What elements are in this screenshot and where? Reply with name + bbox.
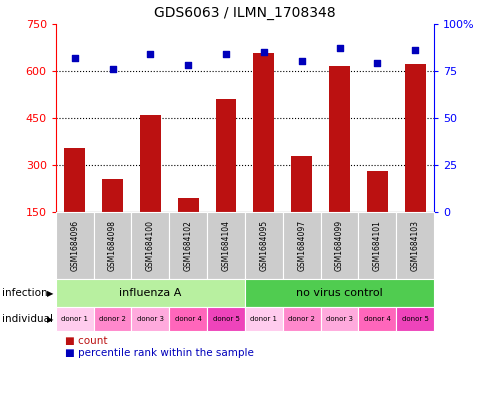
Text: donor 1: donor 1 xyxy=(61,316,88,322)
Bar xyxy=(64,148,85,212)
Title: GDS6063 / ILMN_1708348: GDS6063 / ILMN_1708348 xyxy=(154,6,335,20)
Text: donor 5: donor 5 xyxy=(212,316,239,322)
Text: GSM1684098: GSM1684098 xyxy=(108,220,117,271)
Point xyxy=(259,49,267,55)
Bar xyxy=(140,115,160,212)
Text: ▶: ▶ xyxy=(47,315,53,323)
Text: infection: infection xyxy=(2,288,48,298)
Text: ■ count: ■ count xyxy=(65,336,108,345)
Bar xyxy=(253,53,273,212)
Point xyxy=(297,58,305,64)
Bar xyxy=(291,156,311,212)
Bar xyxy=(366,171,387,212)
Bar xyxy=(102,179,122,212)
Text: donor 4: donor 4 xyxy=(363,316,390,322)
Text: donor 1: donor 1 xyxy=(250,316,277,322)
Text: GSM1684102: GSM1684102 xyxy=(183,220,192,271)
Text: donor 4: donor 4 xyxy=(174,316,201,322)
Text: GSM1684103: GSM1684103 xyxy=(410,220,419,271)
Text: GSM1684100: GSM1684100 xyxy=(146,220,154,271)
Text: donor 3: donor 3 xyxy=(325,316,352,322)
Text: GSM1684095: GSM1684095 xyxy=(259,220,268,271)
Text: ▶: ▶ xyxy=(47,289,53,298)
Text: GSM1684101: GSM1684101 xyxy=(372,220,381,271)
Text: individual: individual xyxy=(2,314,53,324)
Text: donor 2: donor 2 xyxy=(99,316,126,322)
Point xyxy=(184,62,192,68)
Text: ■ percentile rank within the sample: ■ percentile rank within the sample xyxy=(65,348,254,358)
Text: GSM1684104: GSM1684104 xyxy=(221,220,230,271)
Text: donor 2: donor 2 xyxy=(287,316,315,322)
Point xyxy=(335,45,343,51)
Text: GSM1684097: GSM1684097 xyxy=(297,220,305,271)
Point xyxy=(410,47,418,53)
Point xyxy=(146,51,154,57)
Text: influenza A: influenza A xyxy=(119,288,181,298)
Text: no virus control: no virus control xyxy=(296,288,382,298)
Text: GSM1684099: GSM1684099 xyxy=(334,220,343,271)
Bar xyxy=(178,198,198,212)
Text: donor 3: donor 3 xyxy=(136,316,164,322)
Bar xyxy=(215,99,236,212)
Point xyxy=(108,66,116,72)
Bar xyxy=(404,64,424,212)
Text: GSM1684096: GSM1684096 xyxy=(70,220,79,271)
Point xyxy=(222,51,229,57)
Bar xyxy=(329,66,349,212)
Text: donor 5: donor 5 xyxy=(401,316,428,322)
Point xyxy=(373,60,380,66)
Point xyxy=(71,54,78,61)
